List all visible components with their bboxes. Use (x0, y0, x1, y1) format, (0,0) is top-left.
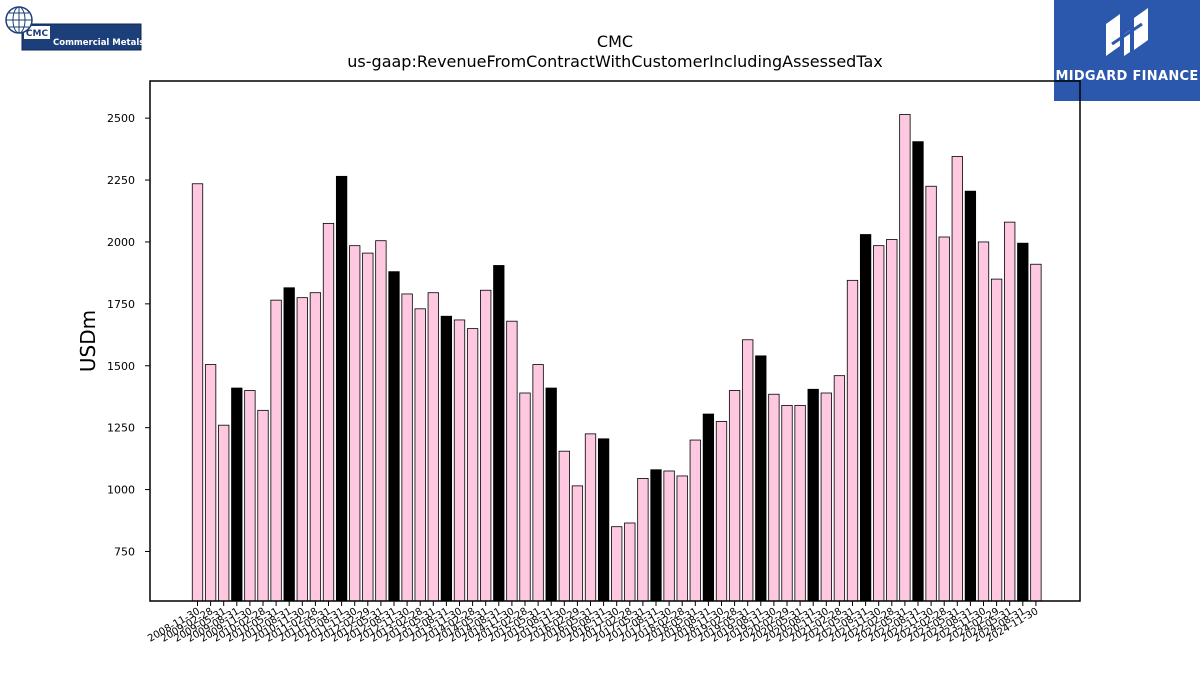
bar (990, 278, 1003, 602)
chart-subtitle: us-gaap:RevenueFromContractWithCustomerI… (347, 52, 883, 71)
logo-company-name: Commercial Metals (53, 38, 144, 48)
bar (480, 289, 492, 602)
bar (728, 390, 741, 602)
y-axis-label: USDm (76, 310, 100, 372)
bar (1004, 221, 1016, 602)
bar (702, 413, 715, 602)
bar (335, 175, 348, 602)
midgard-finance-logo: MIDGARD FINANCE (1054, 0, 1200, 101)
bar (375, 240, 387, 602)
bar (807, 388, 819, 602)
bar (742, 339, 754, 602)
bar (846, 279, 859, 602)
bar (584, 433, 597, 602)
bar (820, 392, 832, 602)
bar (794, 404, 806, 602)
commercial-metals-logo: CMC Commercial Metals (4, 6, 144, 52)
bar (951, 156, 963, 602)
bar (401, 293, 413, 602)
bar (244, 390, 256, 602)
bar (558, 450, 570, 602)
bar (453, 319, 466, 602)
bar (571, 485, 584, 602)
bar (257, 409, 269, 602)
bar-series (191, 114, 1042, 602)
bar (938, 236, 950, 602)
bar (676, 475, 688, 602)
bar (1017, 242, 1029, 602)
bar (689, 439, 701, 602)
bar (349, 245, 361, 602)
bar (414, 308, 426, 602)
y-tick-label: 2500 (107, 112, 135, 125)
commercial-metals-logo-graphic: CMC Commercial Metals (5, 6, 144, 51)
y-axis: 750 1000 1250 1500 1750 2000 2250 2500 (107, 112, 150, 558)
bar (545, 387, 557, 602)
bar (715, 421, 728, 602)
midgard-finance-name: MIDGARD FINANCE (1055, 69, 1199, 84)
bar (781, 404, 793, 602)
chart-title: CMC (596, 32, 634, 51)
bar (204, 364, 217, 602)
bar (270, 299, 282, 602)
bar (597, 438, 610, 602)
bar (231, 387, 243, 602)
bar (283, 287, 295, 602)
y-tick-label: 1500 (107, 360, 135, 373)
x-axis: 2008-11-302009-02-282009-05-312009-08-31… (146, 601, 1040, 645)
bar (309, 292, 322, 602)
bar (886, 239, 898, 602)
y-tick-label: 1750 (107, 298, 135, 311)
plot-frame (149, 80, 1081, 602)
bar (218, 424, 230, 602)
bar (833, 375, 846, 602)
y-tick-label: 1000 (107, 484, 135, 497)
bar (1030, 263, 1042, 602)
y-tick-label: 750 (114, 545, 135, 558)
bar (427, 292, 439, 602)
bar (388, 271, 400, 602)
bar (493, 265, 505, 602)
bar (296, 297, 308, 602)
y-tick-label: 1250 (107, 422, 135, 435)
bar (925, 185, 937, 602)
bar (637, 478, 649, 602)
y-tick-label: 2250 (107, 174, 135, 187)
bar (899, 114, 911, 602)
bar (755, 355, 767, 602)
bar (611, 526, 623, 602)
logo-badge-text: CMC (26, 29, 49, 39)
bar (650, 469, 662, 602)
bar (532, 364, 544, 602)
bar (912, 141, 924, 602)
bar (191, 183, 204, 602)
bar (440, 315, 453, 602)
bar (859, 234, 872, 602)
bar (977, 241, 990, 602)
bar (519, 392, 531, 602)
bar (873, 245, 885, 602)
bar (624, 522, 636, 602)
bar (663, 470, 675, 602)
bar (322, 222, 335, 602)
y-tick-label: 2000 (107, 236, 135, 249)
bar (964, 190, 977, 602)
bar (362, 252, 374, 602)
bar (506, 320, 518, 602)
bar (466, 328, 479, 602)
bar (768, 393, 780, 602)
midgard-monogram-icon (1106, 8, 1148, 56)
